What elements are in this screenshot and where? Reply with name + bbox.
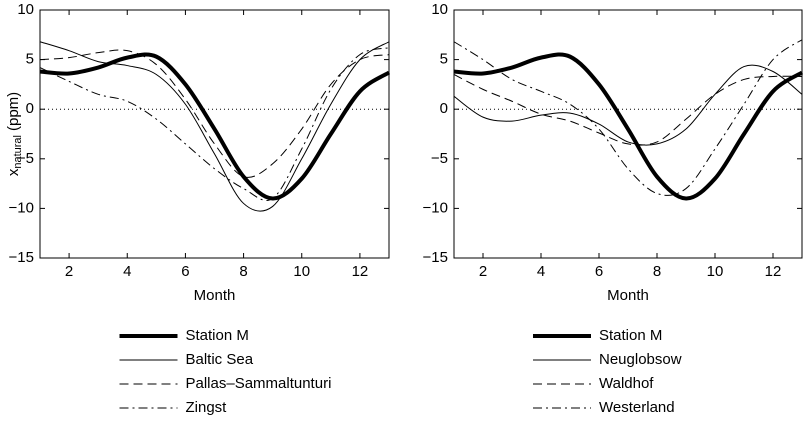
x-tick-label: 6: [595, 263, 603, 280]
y-tick-label: −15: [423, 249, 448, 266]
x-tick-label: 4: [537, 263, 545, 280]
x-tick-label: 2: [65, 263, 73, 280]
x-tick-label: 12: [765, 263, 782, 280]
legend-label: Westerland: [599, 399, 675, 416]
series-line: [39, 52, 391, 201]
y-tick-label: −5: [17, 150, 34, 167]
legend-label: Pallas–Sammaltunturi: [186, 375, 332, 392]
x-tick-label: 4: [123, 263, 131, 280]
axes-frame: [453, 9, 803, 259]
x-axis-label: Month: [607, 287, 649, 304]
y-tick-label: 10: [431, 1, 448, 18]
x-tick-label: 2: [479, 263, 487, 280]
series-line: [453, 52, 804, 201]
y-tick-label: 5: [440, 51, 448, 68]
y-tick-label: 10: [17, 1, 34, 18]
series-line: [453, 74, 803, 146]
x-tick-label: 12: [352, 263, 369, 280]
legend-label: Waldhof: [599, 375, 654, 392]
legend-label: Station M: [599, 327, 662, 344]
y-tick-label: 0: [440, 100, 448, 117]
y-label-unit: (ppm): [5, 92, 22, 131]
series-line: [453, 39, 803, 196]
legend-label: Neuglobsow: [599, 351, 682, 368]
legend-label: Zingst: [186, 399, 228, 416]
x-tick-label: 8: [653, 263, 661, 280]
legend-label: Station M: [186, 327, 249, 344]
legend-label: Baltic Sea: [186, 351, 254, 368]
y-tick-label: −5: [431, 150, 448, 167]
y-label-var: x: [5, 168, 22, 176]
y-tick-label: −10: [9, 199, 34, 216]
x-tick-label: 8: [239, 263, 247, 280]
axes-frame: [39, 9, 390, 259]
x-tick-label: 10: [707, 263, 724, 280]
x-tick-label: 6: [181, 263, 189, 280]
x-tick-label: 10: [293, 263, 310, 280]
x-axis-label: Month: [194, 287, 236, 304]
series-line: [453, 64, 803, 146]
y-tick-label: 0: [26, 100, 34, 117]
series-line: [39, 47, 390, 201]
y-label-sub: natural: [12, 135, 24, 169]
y-tick-label: −10: [423, 199, 448, 216]
series-line: [39, 49, 390, 178]
y-tick-label: −15: [9, 249, 34, 266]
y-tick-label: 5: [26, 51, 34, 68]
series-line: [39, 41, 390, 212]
y-axis-label: xnatural (ppm): [5, 92, 24, 176]
